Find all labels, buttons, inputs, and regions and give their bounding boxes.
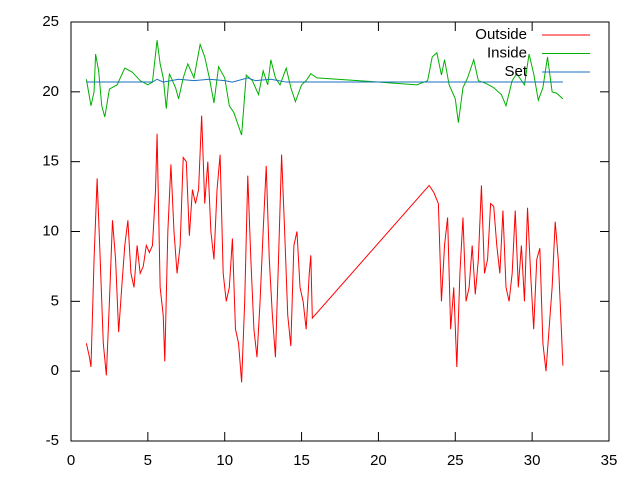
x-tick-label: 20 bbox=[370, 452, 387, 469]
x-tick-label: 10 bbox=[216, 452, 233, 469]
x-tick-label: 35 bbox=[601, 452, 618, 469]
y-tick-label: 25 bbox=[42, 13, 59, 30]
legend-label: Set bbox=[504, 63, 527, 80]
y-tick-label: 15 bbox=[42, 153, 59, 170]
series-line bbox=[86, 77, 563, 83]
y-tick-label: 20 bbox=[42, 83, 59, 100]
legend-label: Inside bbox=[487, 44, 527, 61]
x-tick-label: 30 bbox=[524, 452, 541, 469]
y-tick-label: 10 bbox=[42, 222, 59, 239]
y-tick-label: -5 bbox=[46, 432, 59, 449]
x-tick-label: 15 bbox=[293, 452, 310, 469]
y-tick-label: 5 bbox=[51, 292, 59, 309]
legend-label: Outside bbox=[475, 26, 527, 43]
series-line bbox=[85, 40, 564, 136]
x-tick-label: 25 bbox=[447, 452, 464, 469]
x-tick-label: 0 bbox=[67, 452, 75, 469]
series-line bbox=[85, 115, 564, 383]
x-tick-label: 5 bbox=[144, 452, 152, 469]
y-tick-label: 0 bbox=[51, 362, 59, 379]
plot-border bbox=[70, 21, 610, 442]
